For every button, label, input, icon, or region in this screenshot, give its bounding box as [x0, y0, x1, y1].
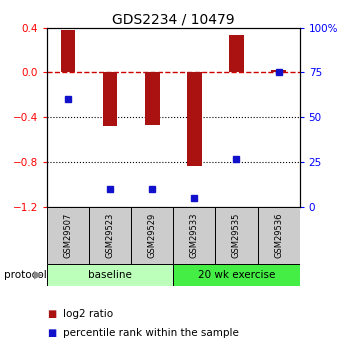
Bar [271, 70, 286, 72]
Bar [103, 72, 117, 126]
Text: ■: ■ [47, 309, 56, 319]
Bar [187, 72, 202, 166]
Text: GSM29535: GSM29535 [232, 213, 241, 258]
Title: GDS2234 / 10479: GDS2234 / 10479 [112, 12, 235, 27]
Bar [47, 264, 173, 286]
Text: percentile rank within the sample: percentile rank within the sample [63, 328, 239, 338]
Bar [61, 30, 75, 72]
Bar [216, 207, 257, 264]
Bar [229, 36, 244, 72]
Text: GSM29536: GSM29536 [274, 213, 283, 258]
Text: log2 ratio: log2 ratio [63, 309, 113, 319]
Bar [131, 207, 173, 264]
Bar [257, 207, 300, 264]
Text: 20 wk exercise: 20 wk exercise [198, 270, 275, 280]
Text: protocol: protocol [4, 270, 46, 280]
Text: GSM29507: GSM29507 [64, 213, 73, 258]
Text: ▶: ▶ [34, 270, 42, 280]
Text: GSM29523: GSM29523 [106, 213, 114, 258]
Bar [173, 207, 216, 264]
Text: baseline: baseline [88, 270, 132, 280]
Text: GSM29533: GSM29533 [190, 213, 199, 258]
Bar [89, 207, 131, 264]
Text: GSM29529: GSM29529 [148, 213, 157, 258]
Bar [173, 264, 300, 286]
Text: ■: ■ [47, 328, 56, 338]
Bar [47, 207, 89, 264]
Bar [145, 72, 160, 125]
